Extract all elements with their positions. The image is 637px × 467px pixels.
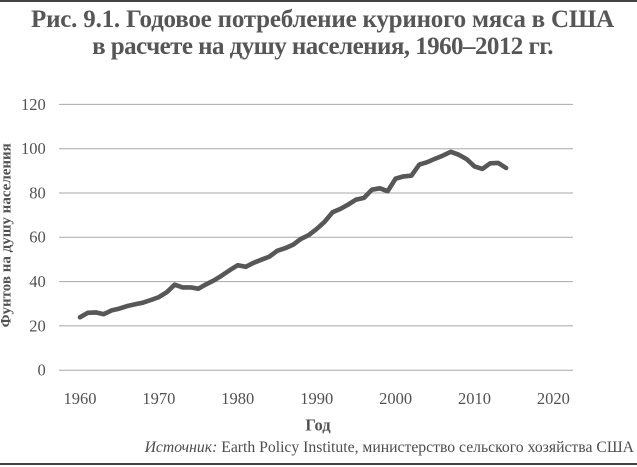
- svg-text:1970: 1970: [142, 389, 175, 408]
- svg-text:80: 80: [29, 183, 46, 202]
- svg-text:60: 60: [29, 228, 46, 247]
- svg-text:40: 40: [29, 272, 46, 291]
- svg-text:0: 0: [37, 361, 45, 380]
- svg-text:Фунтов на душу населения: Фунтов на душу населения: [0, 143, 15, 327]
- svg-text:1980: 1980: [221, 389, 254, 408]
- svg-text:2020: 2020: [537, 389, 570, 408]
- svg-text:1990: 1990: [300, 389, 333, 408]
- svg-text:100: 100: [21, 139, 46, 158]
- svg-text:2010: 2010: [458, 389, 491, 408]
- svg-text:2000: 2000: [379, 389, 412, 408]
- svg-text:120: 120: [21, 95, 46, 114]
- svg-text:Год: Год: [305, 416, 331, 435]
- svg-text:20: 20: [29, 316, 46, 335]
- svg-text:1960: 1960: [64, 389, 97, 408]
